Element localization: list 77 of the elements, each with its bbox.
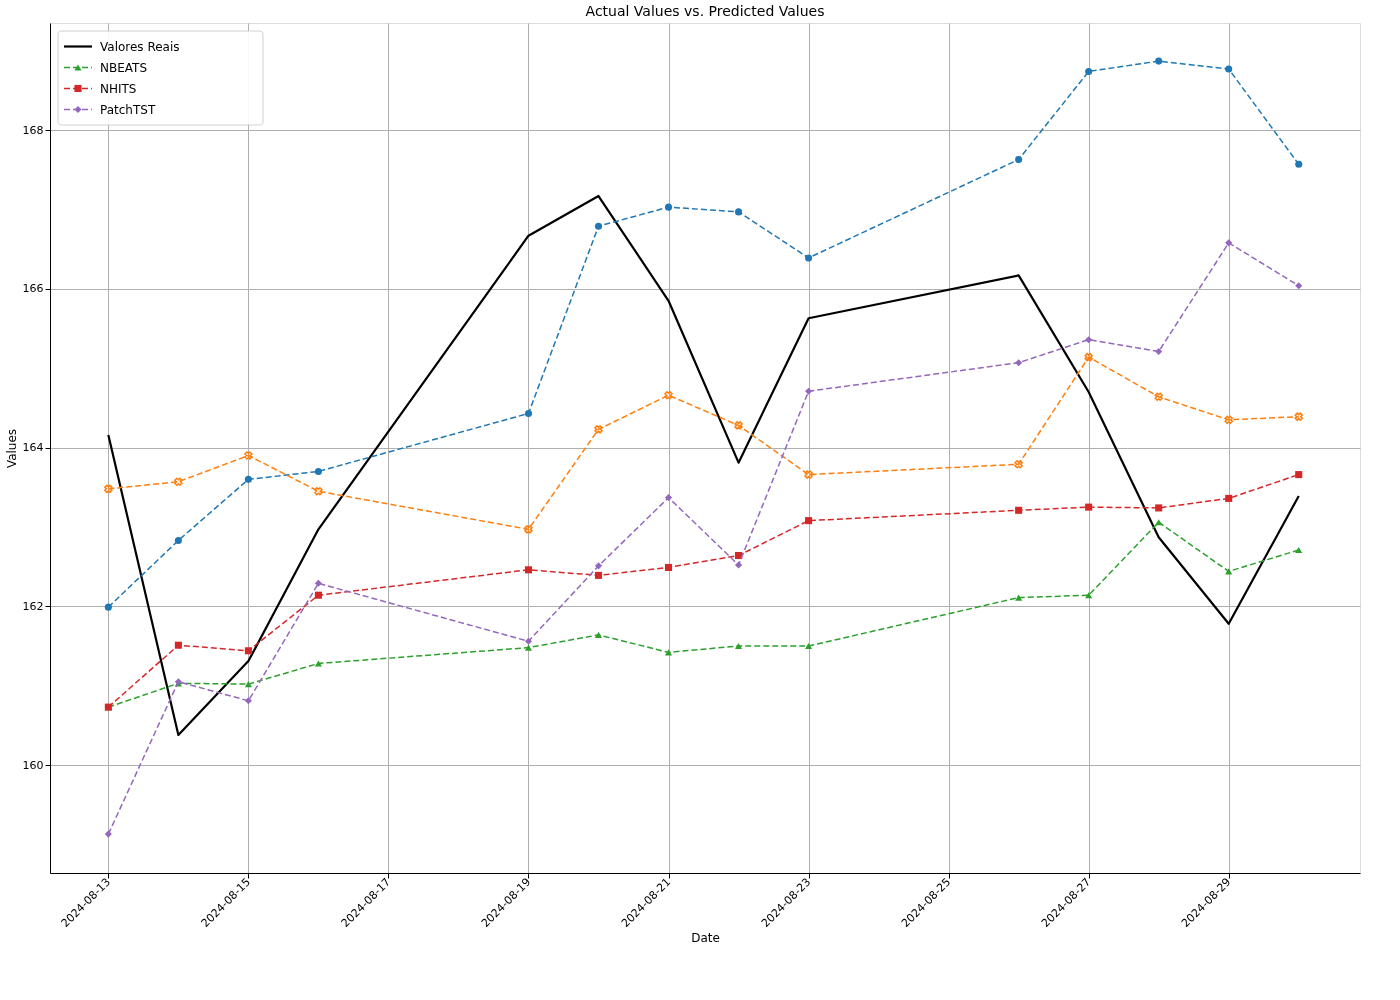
point bbox=[664, 203, 673, 211]
point bbox=[244, 681, 252, 688]
y-tick-label: 160 bbox=[22, 758, 44, 772]
point bbox=[244, 697, 252, 705]
point bbox=[664, 390, 673, 400]
y-tick-label: 166 bbox=[22, 282, 44, 296]
legend-label: PatchTST bbox=[100, 102, 156, 117]
point bbox=[664, 494, 673, 502]
point bbox=[1084, 352, 1093, 362]
point bbox=[314, 467, 322, 475]
point bbox=[244, 475, 252, 483]
y-tick-label: 168 bbox=[22, 123, 44, 137]
point bbox=[1295, 282, 1303, 290]
point bbox=[1295, 546, 1303, 554]
point bbox=[1085, 336, 1093, 344]
point bbox=[735, 552, 743, 560]
point bbox=[805, 387, 813, 395]
y-tick-label: 164 bbox=[22, 441, 44, 455]
point bbox=[1225, 494, 1233, 502]
point bbox=[594, 425, 603, 434]
point bbox=[594, 222, 603, 230]
point bbox=[524, 409, 533, 418]
legend-label: Valores Reais bbox=[100, 39, 180, 54]
point bbox=[174, 641, 182, 649]
point bbox=[104, 484, 113, 494]
point bbox=[104, 603, 112, 611]
point bbox=[1225, 65, 1233, 73]
point bbox=[594, 631, 603, 638]
legend-label: NBEATS bbox=[100, 60, 148, 75]
point bbox=[664, 563, 673, 571]
point bbox=[314, 579, 322, 587]
point bbox=[1154, 392, 1163, 402]
point bbox=[1295, 160, 1303, 168]
point bbox=[174, 477, 183, 486]
point bbox=[314, 660, 322, 667]
point bbox=[1015, 594, 1023, 601]
point bbox=[244, 647, 252, 655]
point bbox=[1155, 504, 1163, 512]
point bbox=[1225, 239, 1233, 247]
point bbox=[1085, 67, 1093, 75]
point bbox=[524, 644, 533, 651]
point bbox=[524, 637, 533, 645]
point bbox=[804, 470, 813, 479]
point bbox=[1014, 460, 1023, 469]
point bbox=[735, 642, 743, 650]
point bbox=[805, 517, 813, 525]
point bbox=[1155, 519, 1163, 526]
point bbox=[1085, 503, 1093, 511]
y-tick-label: 162 bbox=[22, 599, 44, 613]
point bbox=[735, 561, 743, 569]
point bbox=[314, 487, 323, 496]
point bbox=[524, 566, 533, 574]
point bbox=[805, 254, 813, 262]
point bbox=[805, 642, 813, 650]
point bbox=[1085, 592, 1093, 599]
point bbox=[735, 208, 743, 216]
y-axis-title: Values bbox=[4, 428, 19, 469]
point bbox=[594, 562, 603, 570]
point bbox=[104, 830, 112, 838]
point bbox=[1155, 57, 1163, 65]
point bbox=[314, 591, 322, 599]
point bbox=[524, 525, 533, 534]
point bbox=[1295, 471, 1303, 479]
point bbox=[1015, 359, 1023, 367]
point bbox=[174, 536, 182, 544]
point bbox=[734, 421, 743, 430]
line-series bbox=[107, 194, 1300, 737]
point bbox=[1155, 348, 1163, 356]
point bbox=[594, 571, 603, 579]
point bbox=[1015, 506, 1023, 514]
x-axis-title: Date bbox=[691, 931, 720, 946]
point bbox=[244, 451, 253, 460]
legend-label: NHITS bbox=[100, 81, 137, 96]
point bbox=[1015, 155, 1023, 164]
chart-title: Actual Values vs. Predicted Values bbox=[585, 3, 825, 19]
point bbox=[1224, 415, 1233, 425]
point bbox=[1294, 412, 1303, 421]
